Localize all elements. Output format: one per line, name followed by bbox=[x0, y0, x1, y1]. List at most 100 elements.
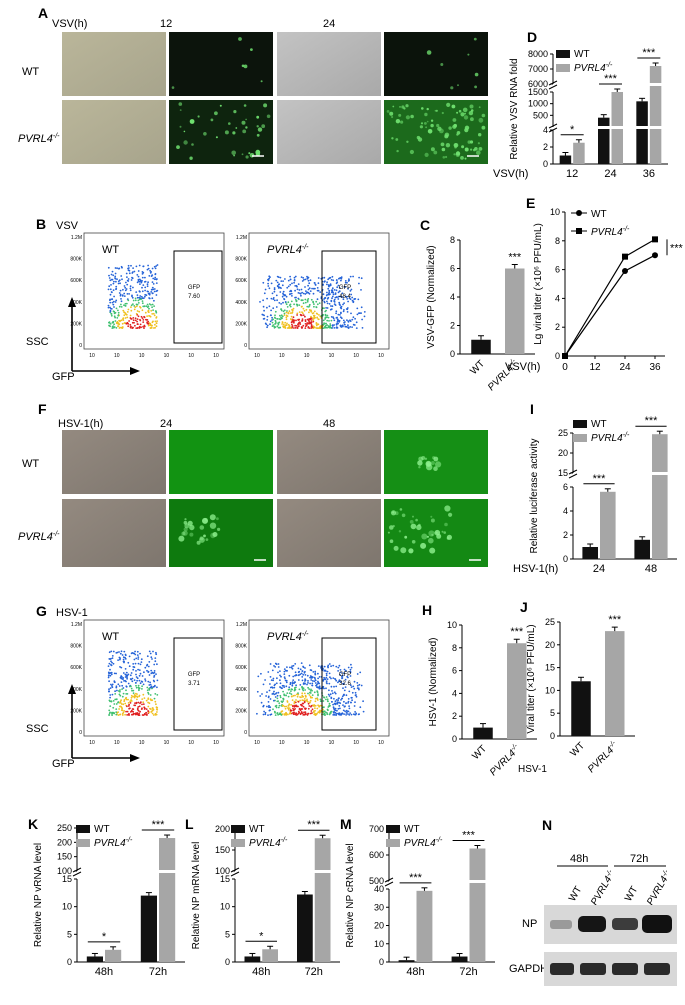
flow-event bbox=[142, 693, 145, 696]
flow-event bbox=[295, 296, 297, 299]
flow-event bbox=[260, 672, 262, 675]
panel-letter: A bbox=[38, 5, 48, 21]
flow-event bbox=[338, 679, 341, 682]
flow-event bbox=[338, 319, 341, 322]
flow-event bbox=[134, 306, 137, 309]
flow-event bbox=[115, 708, 118, 710]
flow-event bbox=[151, 707, 154, 709]
flow-event bbox=[266, 705, 268, 708]
flow-event bbox=[330, 305, 332, 307]
flow-event bbox=[262, 281, 265, 284]
fluorescent-cell bbox=[245, 126, 248, 129]
flow-event bbox=[332, 714, 335, 716]
flow-event bbox=[125, 689, 127, 692]
panel-letter: H bbox=[422, 602, 432, 618]
flow-event bbox=[109, 325, 111, 328]
flow-event bbox=[124, 658, 127, 660]
x-axis-label: VSV(h) bbox=[505, 361, 540, 373]
flow-event bbox=[148, 275, 151, 277]
flow-event bbox=[139, 295, 142, 297]
fluorescent-cell bbox=[435, 109, 438, 112]
flow-event bbox=[117, 280, 120, 283]
flow-event bbox=[350, 293, 353, 296]
flow-event bbox=[353, 713, 355, 716]
flow-event bbox=[121, 295, 124, 297]
flow-event bbox=[133, 270, 136, 273]
flow-event bbox=[343, 668, 346, 671]
fluorescent-cell bbox=[219, 104, 222, 107]
panel-a: A VSV(h) 12 24 WT PVRL4-/- bbox=[18, 5, 488, 164]
flow-event bbox=[313, 310, 316, 313]
tick-label: 600K bbox=[235, 278, 247, 284]
flow-event bbox=[349, 275, 352, 278]
flow-event bbox=[322, 283, 324, 286]
flow-event bbox=[330, 289, 333, 292]
fluorescent-cell bbox=[224, 130, 229, 135]
flow-event bbox=[141, 302, 144, 305]
flow-event bbox=[330, 696, 333, 699]
flow-event bbox=[335, 282, 338, 285]
flow-event bbox=[155, 325, 158, 328]
flow-event bbox=[322, 713, 325, 716]
flow-event bbox=[149, 694, 152, 696]
flow-event bbox=[108, 680, 110, 683]
tick-label: 1.2M bbox=[71, 235, 82, 241]
flow-event bbox=[139, 663, 142, 666]
flow-event bbox=[349, 668, 352, 671]
flow-event bbox=[318, 711, 321, 714]
flow-event bbox=[266, 324, 269, 327]
flow-event bbox=[330, 279, 333, 281]
flow-event bbox=[325, 672, 328, 675]
tick-label: 10 bbox=[304, 353, 310, 359]
flow-event bbox=[346, 308, 349, 311]
flow-event bbox=[122, 660, 125, 663]
flow-event bbox=[327, 285, 330, 287]
fluorescent-plaque bbox=[418, 466, 421, 469]
flow-event bbox=[332, 316, 334, 319]
flow-event bbox=[333, 691, 336, 694]
flow-event bbox=[291, 665, 293, 667]
flow-event bbox=[354, 317, 356, 320]
flow-event bbox=[343, 700, 345, 703]
fluorescent-cell bbox=[179, 125, 182, 128]
flow-event bbox=[335, 699, 338, 701]
flow-event bbox=[147, 680, 150, 683]
flow-event bbox=[314, 287, 316, 290]
flow-event bbox=[327, 316, 330, 319]
flow-event bbox=[152, 283, 155, 285]
flow-event bbox=[136, 654, 139, 656]
flow-event bbox=[138, 705, 141, 708]
bar-break bbox=[651, 472, 669, 475]
flow-event bbox=[139, 318, 141, 321]
flow-event bbox=[155, 294, 158, 296]
flow-event bbox=[153, 314, 156, 317]
flow-event bbox=[341, 296, 343, 298]
flow-event bbox=[292, 316, 295, 319]
flow-event bbox=[308, 282, 311, 285]
flow-event bbox=[346, 298, 349, 300]
fluorescent-plaque bbox=[205, 538, 209, 541]
fluorescent-cell bbox=[243, 104, 247, 107]
flow-event bbox=[327, 666, 329, 669]
flow-event bbox=[281, 315, 284, 318]
flow-event bbox=[114, 275, 117, 278]
flow-event bbox=[115, 698, 118, 701]
flow-event bbox=[126, 322, 129, 325]
flow-event bbox=[265, 695, 267, 697]
flow-event bbox=[156, 289, 159, 292]
flow-event bbox=[130, 304, 133, 307]
flow-event bbox=[152, 650, 154, 653]
flow-event bbox=[274, 666, 277, 668]
flow-event bbox=[108, 662, 111, 665]
flow-event bbox=[300, 696, 302, 699]
flow-event bbox=[312, 671, 315, 673]
flow-event bbox=[289, 318, 292, 320]
bar bbox=[559, 155, 572, 164]
tick-label: 200K bbox=[70, 708, 82, 714]
flow-event bbox=[325, 698, 327, 701]
flow-event bbox=[341, 695, 344, 698]
flow-event bbox=[293, 327, 295, 329]
flow-event bbox=[301, 686, 303, 689]
flow-event bbox=[305, 290, 307, 292]
fluorescent-cell bbox=[464, 112, 466, 115]
